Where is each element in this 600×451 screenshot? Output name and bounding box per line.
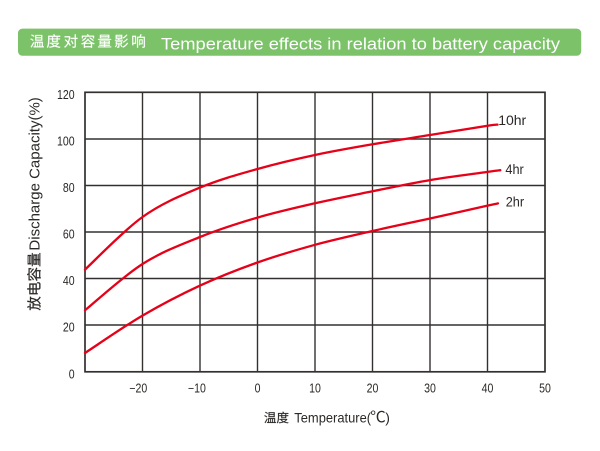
svg-text:80: 80 [63,181,75,195]
svg-text:Temperature effects in relatio: Temperature effects in relation to batte… [161,34,561,53]
svg-text:−20: −20 [129,381,147,395]
svg-text:100: 100 [57,135,75,149]
svg-text:30: 30 [424,381,436,395]
svg-text:120: 120 [57,88,75,102]
svg-text:40: 40 [63,274,75,288]
svg-text:0: 0 [69,367,75,381]
svg-text:Discharge Capacity(%): Discharge Capacity(%) [27,97,44,250]
svg-text:50: 50 [539,381,551,395]
svg-text:Temperature(: Temperature( [294,409,371,425]
svg-text:10: 10 [309,381,321,395]
svg-text:20: 20 [367,381,379,395]
svg-text:−10: −10 [188,381,206,395]
svg-text:): ) [385,409,390,425]
svg-text:4hr: 4hr [505,161,524,177]
svg-text:10hr: 10hr [498,112,526,128]
svg-text:2hr: 2hr [506,194,525,210]
svg-text:40: 40 [482,381,494,395]
svg-text:20: 20 [63,321,75,335]
svg-text:60: 60 [63,228,75,242]
svg-text:0: 0 [255,381,261,395]
